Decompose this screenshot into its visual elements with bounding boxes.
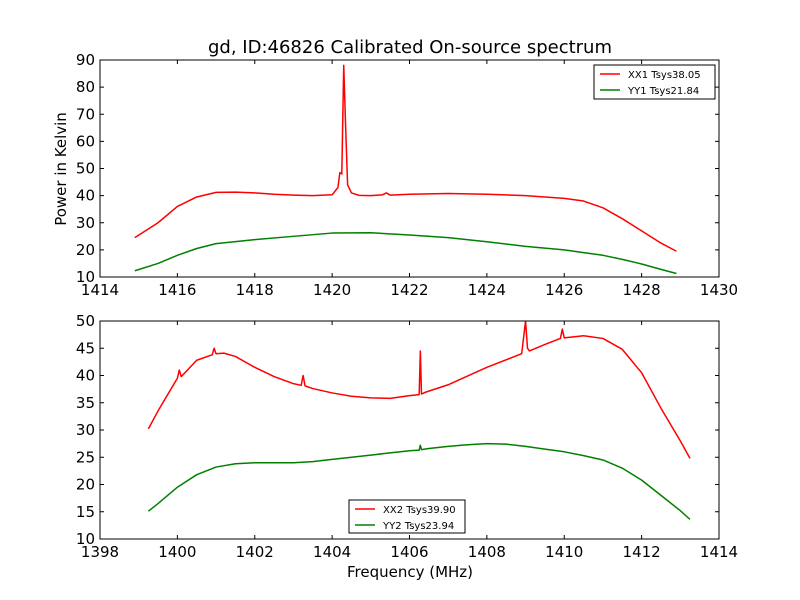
top-chart-xtick-label: 1418 [236,281,274,299]
bottom-chart-ytick-label: 30 [76,421,95,439]
top-chart-ytick-label: 20 [76,241,95,259]
top-chart-ytick-label: 30 [76,214,95,232]
bottom-chart-series-group [147,321,691,520]
bottom-chart-ytick-label: 50 [76,312,95,330]
top-chart-ytick-label: 90 [76,51,95,69]
top-chart-series-group [134,64,677,275]
top-chart-series-line-2 [134,232,677,275]
top-chart-xtick-label: 1414 [81,281,119,299]
top-chart-ytick-label: 50 [76,160,95,178]
top-chart-xtick-label: 1424 [468,281,506,299]
top-chart-title: gd, ID:46826 Calibrated On-source spectr… [208,37,612,58]
top-chart-xtick-label: 1428 [623,281,661,299]
top-chart-ytick-label: 10 [76,268,95,286]
top-chart-legend-box [593,64,716,100]
bottom-chart-ytick-label: 15 [76,503,95,521]
top-chart-ylabel: Power in Kelvin [52,112,70,226]
bottom-chart-xtick-label: 1408 [468,543,506,561]
top-chart-legend: XX1 Tsys38.05 YY1 Tsys21.84 [593,64,716,100]
bottom-chart-ytick-label: 35 [76,394,95,412]
top-chart-xtick-label: 1420 [313,281,351,299]
top-chart-xtick-label: 1430 [700,281,738,299]
bottom-chart-xtick-label: 1406 [390,543,428,561]
bottom-chart-xtick-label: 1400 [158,543,196,561]
bottom-chart-ytick-label: 20 [76,476,95,494]
bottom-chart-ytick-label: 40 [76,367,95,385]
bottom-chart-xtick-label: 1414 [700,543,738,561]
top-chart-ytick-label: 40 [76,187,95,205]
top-chart-panel: 1414 1416 1418 1420 1422 1424 1426 1428 1430 10 20… [76,51,738,299]
top-chart-xtick-label: 1416 [158,281,196,299]
bottom-chart-ytick-label: 10 [76,530,95,548]
top-chart-legend-label-1: XX1 Tsys38.05 [628,70,701,81]
bottom-chart-series-line-2 [147,442,691,520]
top-chart-legend-label-2: YY1 Tsys21.84 [627,86,699,97]
bottom-chart-xtick-label: 1412 [623,543,661,561]
top-chart-xtick-label: 1426 [545,281,583,299]
bottom-chart-legend-label-2: YY2 Tsys23.94 [382,521,454,532]
top-chart-xtick-label: 1422 [390,281,428,299]
bottom-chart-series-line-1 [147,321,691,459]
bottom-chart-xlabel: Frequency (MHz) [347,563,473,581]
bottom-chart-legend: XX2 Tsys39.90 YY2 Tsys23.94 [348,499,466,534]
top-chart-ytick-label: 60 [76,132,95,150]
top-chart-series-line-1 [134,64,677,252]
bottom-chart-xtick-label: 1402 [236,543,274,561]
bottom-chart-legend-box [348,499,466,534]
bottom-chart-xtick-label: 1404 [313,543,351,561]
bottom-chart-ytick-label: 25 [76,448,95,466]
top-chart-ytick-label: 80 [76,78,95,96]
bottom-chart-xtick-label: 1398 [81,543,119,561]
bottom-chart-legend-label-1: XX2 Tsys39.90 [383,505,456,516]
top-chart-ytick-label: 70 [76,105,95,123]
bottom-chart-ytick-label: 45 [76,339,95,357]
bottom-chart-xtick-label: 1410 [545,543,583,561]
bottom-chart-panel: 1398 1400 1402 1404 1406 1408 1410 1412 1414 10 15… [76,312,738,561]
